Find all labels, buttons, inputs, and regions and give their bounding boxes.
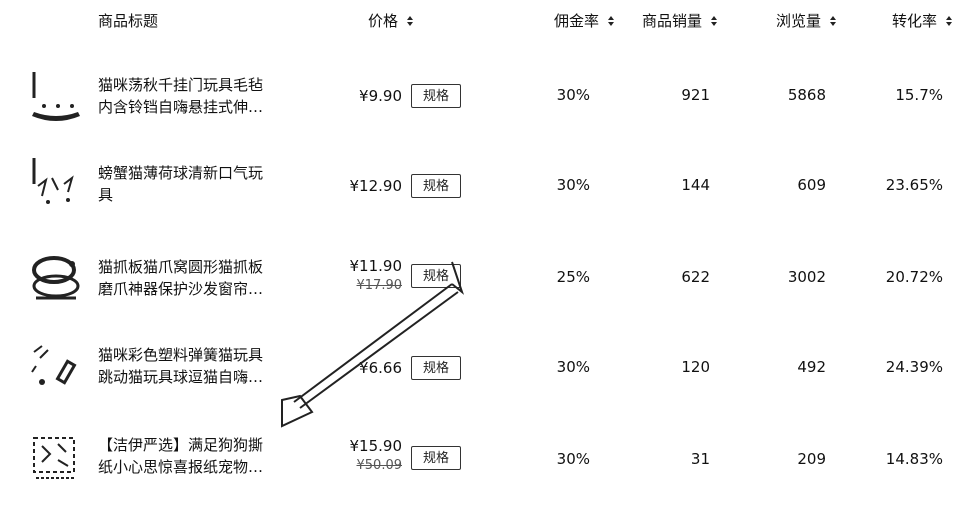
current-price: ¥15.90 (349, 437, 403, 455)
commission-rate: 30% (556, 450, 590, 468)
current-price: ¥9.90 (359, 87, 402, 105)
spec-button[interactable]: 规格 (411, 446, 461, 470)
view-count: 5868 (787, 86, 826, 104)
column-commission-label: 佣金率 (554, 12, 600, 30)
sales-count: 144 (681, 176, 710, 194)
conversion-rate: 15.7% (895, 86, 943, 104)
sales-count: 31 (690, 450, 710, 468)
sort-icon[interactable] (608, 15, 615, 26)
sales-count: 921 (681, 86, 710, 104)
spec-button[interactable]: 规格 (411, 356, 461, 380)
spec-button[interactable]: 规格 (411, 84, 461, 108)
sales-count: 120 (681, 358, 710, 376)
commission-rate: 30% (556, 86, 590, 104)
product-title[interactable]: 猫抓板猫爪窝圆形猫抓板 磨爪神器保护沙发窗帘… (98, 256, 298, 300)
product-price: ¥11.90 ¥17.90 (350, 256, 403, 296)
commission-rate: 30% (556, 358, 590, 376)
column-price-label: 价格 (368, 12, 399, 30)
product-image-icon (33, 437, 76, 479)
product-title[interactable]: 猫咪彩色塑料弹簧猫玩具 跳动猫玩具球逗猫自嗨… (98, 344, 298, 388)
product-title-line2: 内含铃铛自嗨悬挂式伸… (98, 98, 264, 116)
product-title-line1: 猫抓板猫爪窝圆形猫抓板 (98, 258, 264, 276)
column-header-title: 商品标题 (98, 10, 158, 31)
conversion-rate: 24.39% (885, 358, 943, 376)
sort-icon[interactable] (830, 15, 837, 26)
view-count: 492 (797, 358, 826, 376)
spec-button[interactable]: 规格 (411, 264, 461, 288)
column-views-label: 浏览量 (776, 12, 822, 30)
product-image-icon (32, 72, 80, 121)
product-title-line1: 【洁伊严选】满足狗狗撕 (98, 436, 264, 454)
product-title-line1: 猫咪彩色塑料弹簧猫玩具 (98, 346, 264, 364)
table-row[interactable]: 【洁伊严选】满足狗狗撕 纸小心思惊喜报纸宠物… ¥15.90 ¥50.09 规格… (0, 420, 966, 500)
original-price: ¥17.90 (356, 278, 403, 293)
view-count: 209 (797, 450, 826, 468)
conversion-rate: 14.83% (885, 450, 943, 468)
column-conversion-label: 转化率 (892, 12, 938, 30)
column-header-sales[interactable]: 商品销量 (642, 10, 718, 31)
column-header-price[interactable]: 价格 (368, 10, 414, 31)
product-image-icon (32, 256, 80, 300)
view-count: 609 (797, 176, 826, 194)
product-thumbnail[interactable] (28, 156, 84, 212)
product-price: ¥15.90 ¥50.09 (350, 436, 403, 476)
commission-rate: 30% (556, 176, 590, 194)
product-image-icon (32, 158, 74, 204)
product-price: ¥12.90 (350, 176, 403, 196)
product-title-line1: 螃蟹猫薄荷球清新口气玩 (98, 164, 264, 182)
sort-icon[interactable] (711, 15, 718, 26)
table-row[interactable]: 螃蟹猫薄荷球清新口气玩 具 ¥12.90 规格 30% 144 609 23.6… (0, 144, 966, 224)
product-price: ¥9.90 (359, 86, 402, 106)
view-count: 3002 (787, 268, 826, 286)
product-thumbnail[interactable] (28, 430, 84, 486)
product-title-line2: 跳动猫玩具球逗猫自嗨… (98, 368, 264, 386)
column-header-commission[interactable]: 佣金率 (554, 10, 615, 31)
sales-count: 622 (681, 268, 710, 286)
current-price: ¥11.90 (349, 257, 403, 275)
spec-button[interactable]: 规格 (411, 174, 461, 198)
column-sales-label: 商品销量 (642, 12, 703, 30)
product-thumbnail[interactable] (28, 338, 84, 394)
product-title-line2: 磨爪神器保护沙发窗帘… (98, 280, 264, 298)
product-image-icon (31, 345, 77, 385)
product-title-line2: 具 (98, 186, 114, 204)
original-price: ¥50.09 (356, 458, 403, 473)
commission-rate: 25% (556, 268, 590, 286)
product-title-line1: 猫咪荡秋千挂门玩具毛毡 (98, 76, 264, 94)
column-header-conversion[interactable]: 转化率 (892, 10, 953, 31)
product-title[interactable]: 【洁伊严选】满足狗狗撕 纸小心思惊喜报纸宠物… (98, 434, 298, 478)
sort-icon[interactable] (407, 15, 414, 26)
current-price: ¥6.66 (359, 359, 402, 377)
table-row[interactable]: 猫咪彩色塑料弹簧猫玩具 跳动猫玩具球逗猫自嗨… ¥6.66 规格 30% 120… (0, 330, 966, 410)
conversion-rate: 20.72% (885, 268, 943, 286)
product-title[interactable]: 螃蟹猫薄荷球清新口气玩 具 (98, 162, 298, 206)
product-thumbnail[interactable] (28, 68, 84, 124)
product-thumbnail[interactable] (28, 250, 84, 306)
column-title-label: 商品标题 (98, 12, 159, 30)
table-row[interactable]: 猫抓板猫爪窝圆形猫抓板 磨爪神器保护沙发窗帘… ¥11.90 ¥17.90 规格… (0, 236, 966, 316)
conversion-rate: 23.65% (885, 176, 943, 194)
table-row[interactable]: 猫咪荡秋千挂门玩具毛毡 内含铃铛自嗨悬挂式伸… ¥9.90 规格 30% 921… (0, 56, 966, 136)
product-title-line2: 纸小心思惊喜报纸宠物… (98, 458, 264, 476)
product-price: ¥6.66 (359, 358, 402, 378)
column-header-views[interactable]: 浏览量 (776, 10, 837, 31)
sort-icon[interactable] (946, 15, 953, 26)
product-title[interactable]: 猫咪荡秋千挂门玩具毛毡 内含铃铛自嗨悬挂式伸… (98, 74, 298, 118)
current-price: ¥12.90 (349, 177, 403, 195)
table-header: 商品标题 价格 佣金率 商品销量 浏览量 转化率 (0, 0, 966, 44)
